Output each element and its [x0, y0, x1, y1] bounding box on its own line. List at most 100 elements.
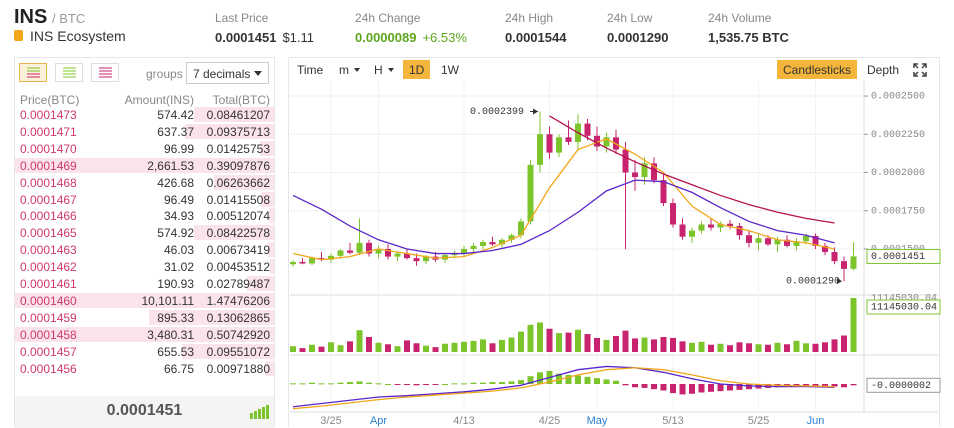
interval-button[interactable]: 1D	[403, 60, 431, 79]
stat-label: Last Price	[215, 11, 269, 25]
order-row[interactable]: 0.0001456 66.75 0.00971880	[15, 360, 274, 377]
candle-body	[499, 239, 505, 245]
candle-body	[461, 248, 467, 254]
volume-bar	[290, 346, 296, 352]
macd-bar	[499, 382, 505, 384]
signal-icon	[250, 405, 269, 419]
interval-button[interactable]: H	[368, 60, 400, 79]
candle-body	[290, 261, 296, 265]
order-row[interactable]: 0.0001466 34.93 0.00512074	[15, 207, 274, 224]
fullscreen-icon[interactable]	[913, 63, 927, 77]
amount: 46.03	[163, 243, 194, 258]
interval-button[interactable]: m	[333, 60, 366, 79]
macd-bar	[727, 384, 733, 391]
amount: 96.99	[163, 141, 194, 156]
symbol: INS	[14, 6, 48, 28]
view-button[interactable]: Candlesticks	[777, 60, 858, 79]
candle-body	[746, 235, 752, 243]
decimals-select[interactable]: 7 decimals	[186, 62, 269, 84]
view-button[interactable]: Depth	[861, 60, 905, 79]
stat-number: 0.0001544	[505, 30, 567, 45]
price: 0.0001467	[20, 192, 77, 207]
volume-bar	[584, 334, 591, 352]
volume-bar	[432, 347, 439, 352]
macd-bar	[309, 382, 315, 384]
volume-bar	[765, 344, 771, 352]
price: 0.0001461	[20, 277, 77, 291]
macd-bar	[480, 382, 486, 384]
order-row[interactable]: 0.0001460 10,101.11 1.47476206	[15, 292, 274, 309]
candle-body	[337, 250, 344, 256]
order-row[interactable]: 0.0001462 31.02 0.00453512	[15, 258, 274, 275]
order-row[interactable]: 0.0001470 96.99 0.01425753	[15, 140, 274, 157]
macd-bar	[290, 383, 296, 385]
view-bids[interactable]	[55, 63, 83, 82]
macd-bar	[812, 384, 819, 386]
annotation: 0.0002399	[470, 107, 524, 118]
macd-bar	[689, 384, 695, 394]
price: 0.0001460	[20, 293, 77, 308]
macd-bar	[565, 374, 572, 384]
order-row[interactable]: 0.0001469 2,661.53 0.39097876	[15, 157, 274, 174]
volume-bar	[451, 342, 458, 352]
order-row[interactable]: 0.0001457 655.53 0.09551072	[15, 343, 274, 360]
volume-bar	[318, 346, 325, 352]
price: 0.0001459	[20, 310, 77, 325]
price: 0.0001473	[20, 108, 77, 122]
x-tick-label: 5/13	[662, 415, 683, 427]
interval-button[interactable]: Time	[291, 60, 329, 79]
macd-bar	[337, 382, 344, 384]
column-header: Amount(INS)	[124, 93, 194, 107]
order-row[interactable]: 0.0001461 190.93 0.02789487	[15, 275, 274, 292]
order-row[interactable]: 0.0001463 46.03 0.00673419	[15, 241, 274, 258]
volume-bar	[556, 333, 562, 352]
order-row[interactable]: 0.0001465 574.92 0.08422578	[15, 224, 274, 241]
candle-body	[689, 230, 695, 237]
order-row[interactable]: 0.0001467 96.49 0.01415508	[15, 191, 274, 208]
amount: 31.02	[163, 260, 194, 275]
candle-body	[423, 256, 429, 262]
coin-name[interactable]: INS Ecosystem	[30, 28, 126, 44]
caret	[354, 68, 360, 72]
volume-bar	[480, 339, 486, 352]
volume-max-label: 11145030.04	[871, 294, 937, 305]
candle-body	[366, 242, 372, 254]
macd-line	[292, 365, 835, 408]
volume-bar	[470, 340, 477, 352]
depth-bar	[15, 292, 274, 308]
volume-bar	[632, 338, 638, 352]
x-tick-label: May	[587, 415, 608, 427]
moving-average	[292, 138, 835, 261]
volume-bar	[736, 342, 743, 352]
stat-value: 0.0001451 $1.11	[215, 30, 314, 45]
view-asks[interactable]	[91, 63, 119, 82]
x-tick-label: 4/25	[539, 415, 560, 427]
volume-bar	[508, 337, 515, 352]
order-row[interactable]: 0.0001471 637.37 0.09375713	[15, 123, 274, 140]
icon	[99, 67, 112, 78]
price: 0.0001456	[20, 361, 77, 376]
x-tick-label: Apr	[370, 415, 387, 427]
order-row[interactable]: 0.0001458 3,480.31 0.50742920	[15, 326, 274, 343]
view-both[interactable]	[19, 63, 47, 82]
macd-bar	[442, 384, 448, 385]
interval-button[interactable]: 1W	[435, 60, 465, 79]
candle-body	[404, 253, 410, 259]
depth-bar	[193, 107, 274, 122]
stat-value: 0.0001290	[607, 30, 668, 45]
macd-bar	[461, 383, 467, 385]
stat-label: 24h Volume	[708, 11, 772, 25]
order-row[interactable]: 0.0001473 574.42 0.08461207	[15, 106, 274, 123]
candle-body	[765, 238, 771, 245]
macd-bar	[432, 384, 439, 385]
candle-body	[708, 224, 714, 228]
depth-bar	[182, 343, 274, 359]
order-row[interactable]: 0.0001459 895.33 0.13062865	[15, 309, 274, 326]
depth-bar	[269, 208, 274, 224]
total: 0.00971880	[206, 361, 270, 376]
price: 0.0001458	[20, 327, 77, 342]
order-row[interactable]: 0.0001468 426.68 0.06263662	[15, 174, 274, 191]
amount: 637.37	[157, 124, 194, 139]
macd-bar	[347, 382, 353, 384]
stat: 24h High 0.0001544	[505, 11, 566, 45]
